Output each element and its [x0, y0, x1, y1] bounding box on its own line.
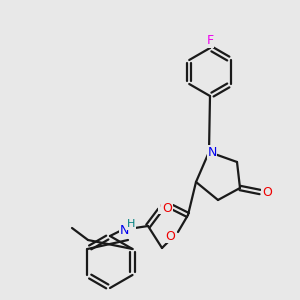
- Text: O: O: [165, 230, 175, 242]
- Text: H: H: [127, 219, 135, 229]
- Text: O: O: [159, 200, 169, 214]
- Text: O: O: [162, 202, 172, 214]
- Text: N: N: [119, 224, 129, 236]
- Text: F: F: [206, 34, 214, 47]
- Text: N: N: [207, 146, 217, 158]
- Text: O: O: [262, 185, 272, 199]
